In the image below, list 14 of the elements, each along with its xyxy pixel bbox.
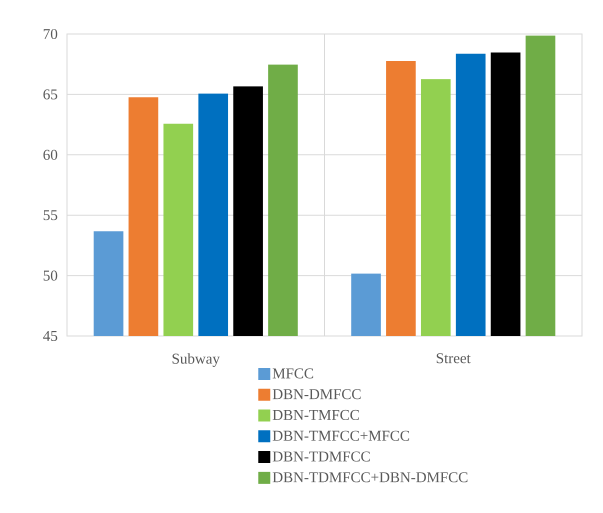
legend-label: MFCC (272, 368, 314, 378)
legend-label: DBN-TDMFCC (272, 451, 370, 462)
y-tick-label: 60 (43, 150, 58, 160)
y-tick-label: 65 (43, 89, 58, 100)
legend-label: DBN-TMFCC+MFCC (272, 430, 410, 441)
legend-label: DBN-TDMFCC+DBN-DMFCC (272, 472, 468, 482)
y-tick-label: 45 (43, 330, 58, 342)
legend-label: DBN-DMFCC (272, 389, 361, 400)
y-tick-label: 50 (44, 270, 58, 281)
y-tick-label: 70 (44, 28, 58, 40)
x-tick-label: Street (436, 353, 471, 364)
y-tick-label: 55 (44, 210, 58, 220)
x-tick-label: Subway (172, 353, 220, 367)
legend-label: DBN-TMFCC (272, 410, 359, 420)
